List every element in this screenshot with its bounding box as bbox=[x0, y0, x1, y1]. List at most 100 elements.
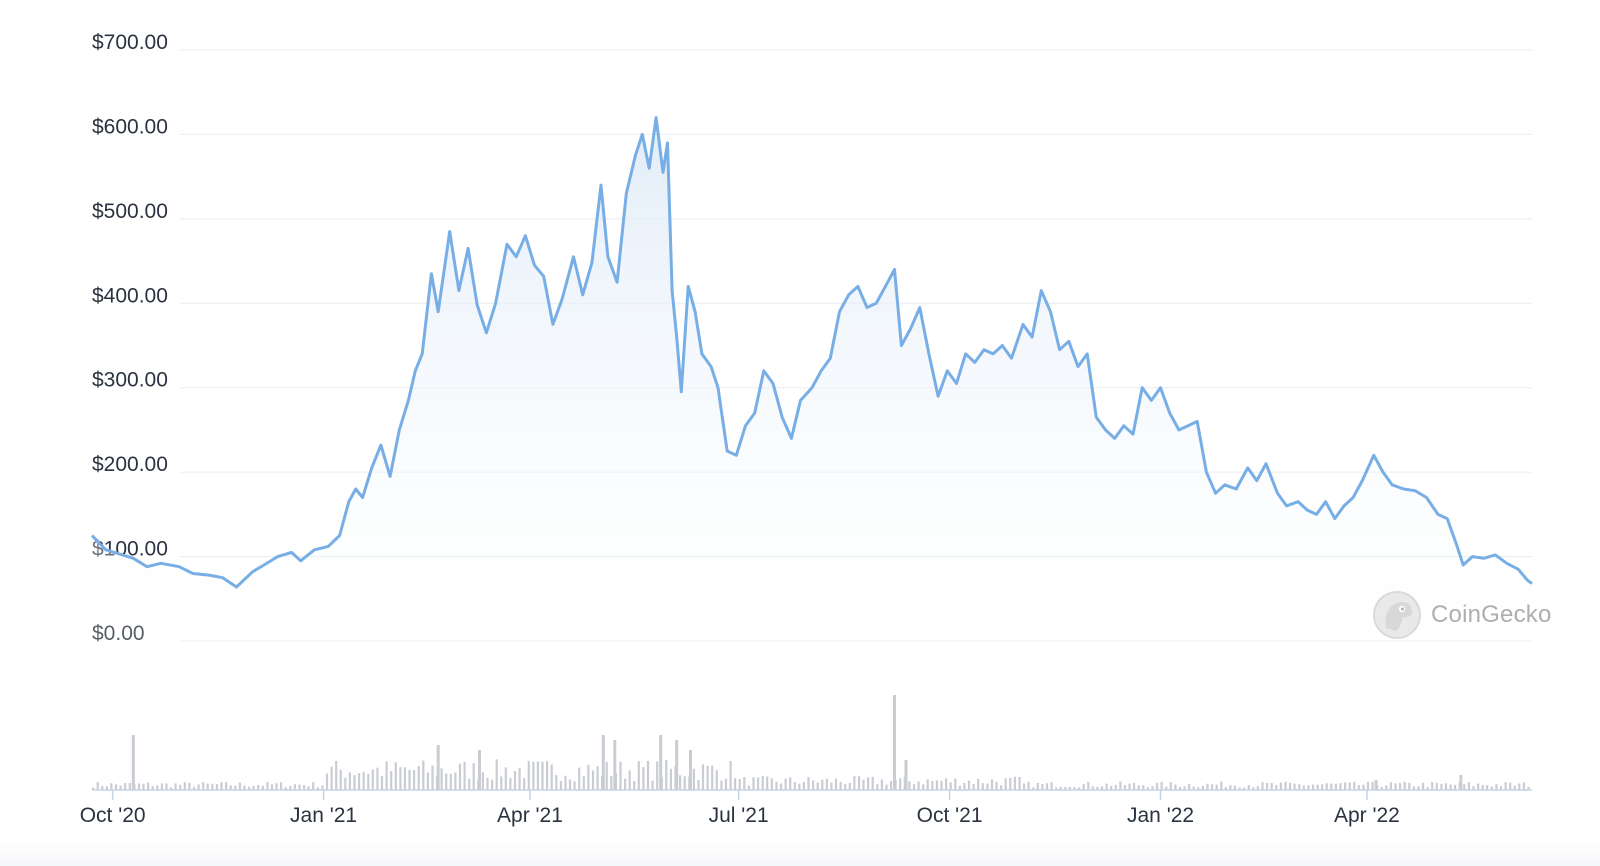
volume-bar bbox=[1344, 782, 1347, 790]
volume-bar bbox=[1399, 783, 1402, 790]
volume-bar bbox=[1096, 786, 1099, 790]
price-area bbox=[90, 116, 1533, 641]
volume-bar bbox=[1174, 784, 1177, 790]
volume-bar bbox=[536, 761, 539, 790]
volume-bar bbox=[174, 783, 177, 790]
volume-bar bbox=[1142, 785, 1145, 790]
volume-bar bbox=[793, 782, 796, 790]
volume-bar bbox=[128, 783, 131, 790]
volume-bar bbox=[1362, 784, 1365, 790]
volume-bar bbox=[408, 769, 411, 790]
volume-bar bbox=[729, 761, 732, 790]
volume-bar bbox=[380, 776, 384, 790]
volume-bar bbox=[564, 775, 567, 790]
volume-bar bbox=[812, 780, 815, 790]
volume-bar bbox=[151, 786, 154, 790]
volume-bar bbox=[715, 770, 718, 790]
y-tick-label: $700.00 bbox=[92, 31, 168, 54]
volume-bar bbox=[202, 782, 205, 790]
volume-bar bbox=[816, 782, 819, 790]
volume-bar bbox=[738, 779, 741, 790]
volume-bar bbox=[830, 782, 833, 790]
volume-bar bbox=[1472, 786, 1475, 790]
volume-bar bbox=[431, 765, 434, 790]
volume-bar bbox=[491, 779, 494, 790]
volume-bar bbox=[1073, 787, 1076, 790]
volume-bar bbox=[1426, 787, 1429, 790]
volume-bar bbox=[802, 782, 805, 790]
volume-bar bbox=[206, 783, 209, 790]
volume-bar bbox=[724, 778, 728, 790]
volume-bar bbox=[1275, 785, 1278, 790]
volume-bar bbox=[1068, 787, 1071, 790]
volume-bar bbox=[513, 771, 517, 790]
volume-bar bbox=[509, 778, 512, 790]
volume-bar bbox=[761, 776, 764, 790]
volume-bar bbox=[1389, 782, 1392, 790]
volume-bar bbox=[1522, 782, 1525, 790]
volume-bar bbox=[266, 782, 269, 790]
volume-bar bbox=[137, 783, 141, 790]
volume-bar bbox=[1266, 782, 1269, 790]
gecko-logo-icon bbox=[1373, 591, 1421, 639]
volume-bar bbox=[692, 768, 695, 790]
x-tick-label: Jan '22 bbox=[1127, 804, 1194, 827]
volume-bar bbox=[270, 784, 274, 790]
volume-bar bbox=[197, 784, 200, 790]
x-tick-label: Apr '22 bbox=[1334, 804, 1400, 827]
volume-bar bbox=[743, 777, 746, 790]
volume-bar bbox=[701, 764, 705, 790]
x-tick-label: Apr '21 bbox=[497, 804, 563, 827]
volume-bar bbox=[518, 768, 521, 790]
volume-bar bbox=[165, 783, 168, 790]
volume-bar bbox=[669, 768, 672, 790]
volume-bar bbox=[821, 779, 824, 790]
volume-bar bbox=[445, 773, 448, 790]
volume-bar bbox=[1087, 781, 1090, 790]
volume-bar bbox=[1146, 787, 1149, 790]
y-tick-label: $400.00 bbox=[92, 284, 168, 307]
volume-bar bbox=[422, 760, 425, 790]
volume-bar bbox=[1449, 784, 1452, 790]
volume-bar bbox=[1513, 785, 1516, 790]
volume-bar bbox=[1371, 781, 1374, 790]
volume-bar bbox=[1078, 787, 1081, 790]
volume-spike bbox=[659, 735, 663, 790]
volume-bar bbox=[1366, 781, 1370, 790]
volume-bar bbox=[1316, 784, 1319, 790]
volume-spike bbox=[436, 745, 440, 790]
volume-spike bbox=[675, 740, 679, 790]
volume-bar bbox=[779, 783, 783, 790]
volume-bar bbox=[935, 780, 938, 790]
volume-bar bbox=[1325, 783, 1328, 790]
volume-bar bbox=[559, 781, 562, 790]
volume-bar bbox=[298, 784, 301, 790]
volume-bar bbox=[458, 763, 462, 790]
volume-bar bbox=[995, 781, 998, 790]
volume-bar bbox=[1353, 781, 1356, 790]
volume-bar bbox=[683, 776, 686, 790]
volume-bar bbox=[472, 763, 475, 790]
volume-bar bbox=[1201, 786, 1204, 790]
volume-bar bbox=[633, 781, 636, 790]
volume-bar bbox=[1013, 776, 1016, 790]
volume-bar bbox=[188, 782, 191, 790]
volume-bar bbox=[376, 767, 379, 790]
volume-bar bbox=[922, 784, 925, 790]
volume-bar bbox=[573, 781, 576, 790]
volume-bar bbox=[225, 782, 228, 790]
volume-bar bbox=[1183, 786, 1186, 790]
x-tick-label: Jan '21 bbox=[290, 804, 357, 827]
volume-bar bbox=[1128, 783, 1131, 790]
volume-bar bbox=[1311, 784, 1315, 790]
volume-bar bbox=[1197, 787, 1200, 790]
volume-bar bbox=[1261, 782, 1264, 790]
volume-bar bbox=[1321, 784, 1324, 790]
volume-bar bbox=[876, 784, 879, 790]
volume-bar bbox=[1206, 783, 1209, 790]
volume-bar bbox=[931, 780, 934, 790]
volume-bar bbox=[1247, 785, 1250, 790]
volume-bar bbox=[945, 778, 948, 790]
y-tick-label: $300.00 bbox=[92, 369, 168, 392]
volume-bar bbox=[1307, 785, 1310, 790]
